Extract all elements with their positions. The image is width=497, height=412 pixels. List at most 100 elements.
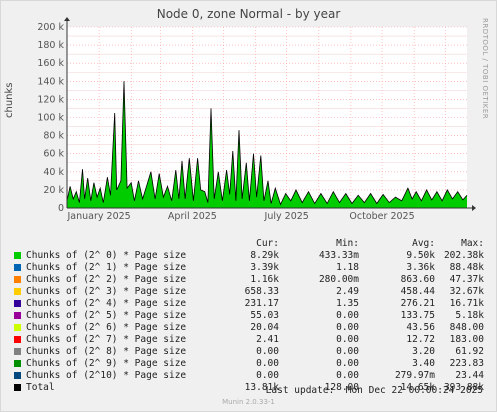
- legend-avg-value: 276.21: [400, 298, 435, 309]
- legend-cur-value: 2.41: [256, 334, 279, 345]
- legend-min-value: 0.00: [336, 322, 359, 333]
- x-tick-label: October 2025: [349, 211, 414, 222]
- y-tick-label: 0: [58, 203, 64, 214]
- legend-cur-value: 0.00: [256, 346, 279, 357]
- legend-row: Chunks of (2^ 1) * Page size 3.39k 1.18 3.3…: [14, 262, 494, 274]
- x-tick-label: April 2025: [168, 211, 217, 222]
- legend-cur-value: 0.00: [256, 358, 279, 369]
- legend-row: Chunks of (2^ 2) * Page size 1.16k 280.00m…: [14, 274, 494, 286]
- y-tick-label: 180 k: [37, 40, 64, 51]
- legend-series-name: Chunks of (2^ 1) * Page size: [26, 262, 187, 273]
- legend-row: Total 13.81k 128.00 14.65k 393.88k: [14, 382, 494, 394]
- legend-avg-value: 14.65k: [400, 382, 435, 393]
- legend-cur-value: 1.16k: [250, 274, 279, 285]
- legend: Cur: Min: Avg: Max: Chunks of (2^ 0) * P…: [14, 238, 494, 394]
- legend-max-value: 23.44: [455, 370, 484, 381]
- legend-swatch: [14, 360, 21, 367]
- rrdtool-credit: RRDTOOL / TOBI OETIKER: [481, 18, 489, 120]
- legend-series-name: Chunks of (2^ 5) * Page size: [26, 310, 187, 321]
- legend-swatch: [14, 372, 21, 379]
- legend-max-value: 223.83: [449, 358, 484, 369]
- legend-series-name: Chunks of (2^ 0) * Page size: [26, 250, 187, 261]
- legend-max-value: 183.00: [449, 334, 484, 345]
- legend-min-value: 0.00: [336, 334, 359, 345]
- y-tick-label: 100 k: [37, 113, 64, 124]
- legend-min-value: 0.00: [336, 310, 359, 321]
- legend-swatch: [14, 288, 21, 295]
- legend-avg-value: 9.50k: [406, 250, 435, 261]
- chart-plot: 0 20 k 40 k 60 k 80 k 100 k 120 k 140 k 160 k 180…: [37, 17, 476, 222]
- legend-header-avg: Avg:: [412, 238, 435, 249]
- legend-cur-value: 8.29k: [250, 250, 279, 261]
- y-tick-label: 60 k: [43, 149, 64, 160]
- legend-min-value: 0.00: [336, 370, 359, 381]
- legend-max-value: 202.38k: [443, 250, 484, 261]
- legend-avg-value: 133.75: [400, 310, 435, 321]
- legend-swatch: [14, 276, 21, 283]
- y-tick-label: 40 k: [43, 167, 64, 178]
- legend-min-value: 1.18: [336, 262, 359, 273]
- legend-max-value: 393.88k: [443, 382, 484, 393]
- legend-cur-value: 0.00: [256, 370, 279, 381]
- legend-swatch: [14, 264, 21, 271]
- x-tick-label: January 2025: [67, 211, 131, 222]
- legend-row: Chunks of (2^ 5) * Page size 55.03 0.00 133…: [14, 310, 494, 322]
- legend-min-value: 0.00: [336, 346, 359, 357]
- legend-row: Chunks of (2^ 9) * Page size 0.00 0.00 3.40…: [14, 358, 494, 370]
- legend-max-value: 47.37k: [449, 274, 484, 285]
- legend-cur-value: 13.81k: [244, 382, 279, 393]
- legend-swatch: [14, 336, 21, 343]
- legend-series-name: Total: [26, 382, 55, 393]
- legend-max-value: 16.71k: [449, 298, 484, 309]
- chart-title: Node 0, zone Normal - by year: [156, 7, 341, 21]
- x-tick-label: July 2025: [264, 211, 309, 222]
- legend-swatch: [14, 348, 21, 355]
- y-tick-label: 120 k: [37, 94, 64, 105]
- y-axis-arrow: [64, 17, 70, 21]
- legend-cur-value: 231.17: [244, 298, 279, 309]
- legend-avg-value: 3.40: [412, 358, 435, 369]
- last-update: Last update: Mon Dec 22 00:00:24 2025: [265, 385, 483, 396]
- legend-header-max: Max:: [461, 238, 484, 249]
- legend-series-name: Chunks of (2^ 8) * Page size: [26, 346, 187, 357]
- legend-min-value: 0.00: [336, 358, 359, 369]
- legend-series-name: Chunks of (2^ 2) * Page size: [26, 274, 187, 285]
- data-line: [66, 81, 468, 206]
- y-tick-label: 20 k: [43, 185, 64, 196]
- legend-header-cur: Cur:: [256, 238, 279, 249]
- legend-swatch: [14, 300, 21, 307]
- legend-cur-value: 20.04: [250, 322, 279, 333]
- legend-swatch: [14, 252, 21, 259]
- legend-avg-value: 43.56: [406, 322, 435, 333]
- legend-row: Chunks of (2^ 0) * Page size 8.29k 433.33m…: [14, 250, 494, 262]
- legend-row: Chunks of (2^ 8) * Page size 0.00 0.00 3.20…: [14, 346, 494, 358]
- munin-version: Munin 2.0.33-1: [222, 398, 275, 406]
- legend-min-value: 1.35: [336, 298, 359, 309]
- legend-avg-value: 863.60: [400, 274, 435, 285]
- legend-max-value: 5.18k: [455, 310, 484, 321]
- legend-max-value: 32.67k: [449, 286, 484, 297]
- legend-row: Chunks of (2^ 3) * Page size 658.33 2.49 45…: [14, 286, 494, 298]
- legend-cur-value: 658.33: [244, 286, 279, 297]
- legend-avg-value: 12.72: [406, 334, 435, 345]
- data-area: [67, 81, 467, 208]
- legend-min-value: 128.00: [324, 382, 359, 393]
- legend-avg-value: 3.20: [412, 346, 435, 357]
- legend-header: Cur: Min: Avg: Max:: [14, 238, 494, 250]
- legend-series-name: Chunks of (2^10) * Page size: [26, 370, 187, 381]
- x-axis-arrow: [472, 205, 476, 211]
- y-tick-label: 200 k: [37, 22, 64, 33]
- legend-swatch: [14, 324, 21, 331]
- legend-avg-value: 3.36k: [406, 262, 435, 273]
- legend-swatch: [14, 384, 21, 391]
- legend-series-name: Chunks of (2^ 6) * Page size: [26, 322, 187, 333]
- legend-series-name: Chunks of (2^ 4) * Page size: [26, 298, 187, 309]
- legend-cur-value: 3.39k: [250, 262, 279, 273]
- legend-max-value: 88.48k: [449, 262, 484, 273]
- legend-min-value: 280.00m: [318, 274, 359, 285]
- legend-min-value: 433.33m: [318, 250, 359, 261]
- legend-row: Chunks of (2^ 7) * Page size 2.41 0.00 12.7…: [14, 334, 494, 346]
- legend-row: Chunks of (2^ 4) * Page size 231.17 1.35 27…: [14, 298, 494, 310]
- legend-max-value: 61.92: [455, 346, 484, 357]
- y-tick-label: 80 k: [43, 131, 64, 142]
